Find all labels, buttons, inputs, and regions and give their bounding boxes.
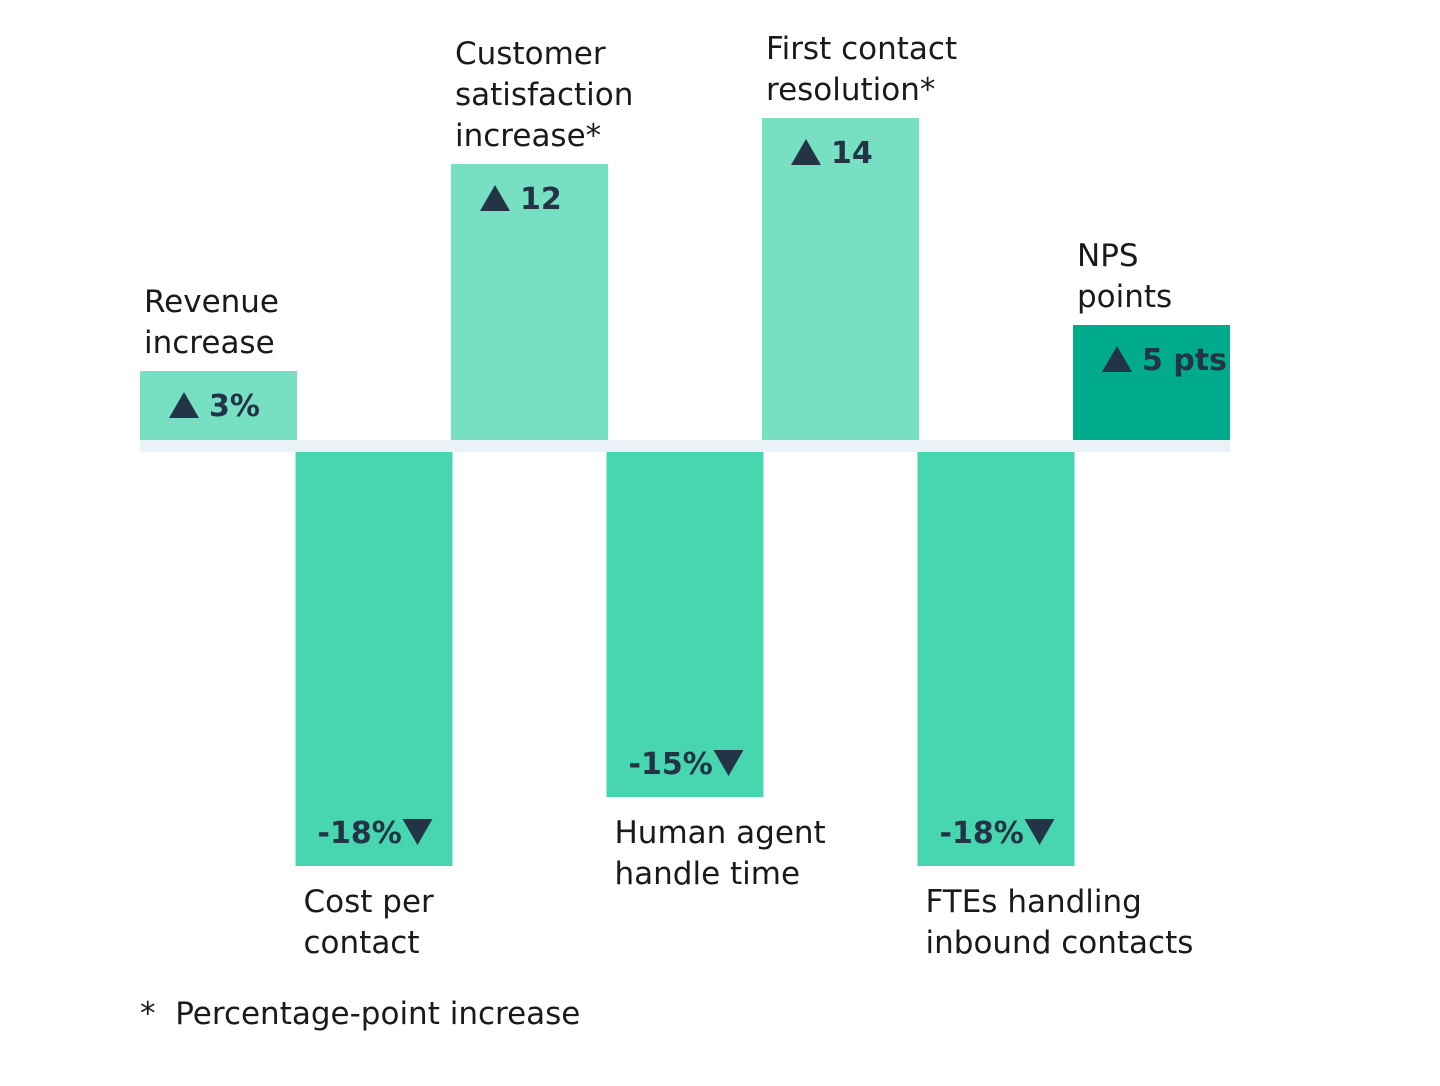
category-label-7: NPS points — [1077, 238, 1172, 315]
bar-7 — [1073, 325, 1230, 440]
bar-2 — [295, 452, 453, 866]
category-label-3: Customer satisfaction increase* — [455, 36, 633, 154]
footnote: * Percentage-point increase — [140, 996, 580, 1032]
value-label-3: 12 — [520, 182, 562, 217]
up-triangle-icon — [169, 392, 199, 418]
bars-group — [140, 118, 1230, 866]
value-label-7: 5 pts — [1142, 343, 1227, 378]
bar-5 — [762, 118, 919, 440]
up-triangle-icon — [1102, 346, 1132, 372]
value-label-5: 14 — [831, 136, 873, 171]
category-label-6: FTEs handling inbound contacts — [926, 884, 1194, 961]
footnote-marker: * — [140, 996, 156, 1032]
category-label-5: First contact resolution* — [766, 31, 957, 108]
up-triangle-icon — [791, 139, 821, 165]
value-label-4: -15% — [629, 747, 713, 782]
category-label-2: Cost per contact — [304, 884, 435, 961]
value-label-2: -18% — [318, 816, 402, 851]
footnote-text: Percentage-point increase — [175, 996, 581, 1032]
bar-6 — [917, 452, 1075, 866]
category-label-1: Revenue increase — [144, 284, 279, 361]
bar-4 — [606, 452, 764, 797]
zero-baseline — [140, 440, 1230, 452]
down-triangle-icon — [1024, 819, 1055, 845]
value-label-1: 3% — [209, 389, 260, 424]
bar-3 — [451, 164, 608, 440]
labels-group: 3% Revenue increase -18% Cost per contact 12 Cu… — [144, 31, 1227, 961]
down-triangle-icon — [402, 819, 433, 845]
up-triangle-icon — [480, 185, 510, 211]
value-label-6: -18% — [940, 816, 1024, 851]
category-label-4: Human agent handle time — [615, 815, 826, 892]
down-triangle-icon — [713, 750, 744, 776]
bar-1 — [140, 371, 297, 440]
